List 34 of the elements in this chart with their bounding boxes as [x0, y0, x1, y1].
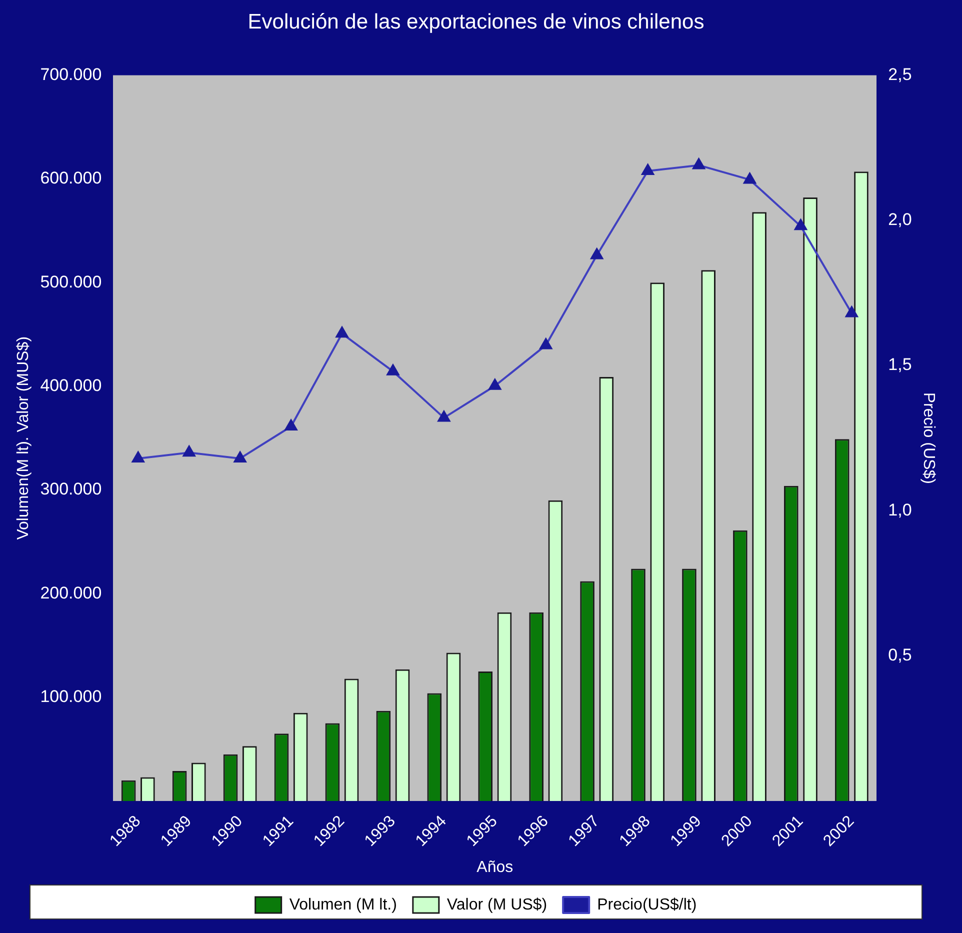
chart-title: Evolución de las exportaciones de vinos chilenos	[248, 10, 704, 34]
legend-label: Valor (M US$)	[446, 896, 548, 914]
legend-label: Volumen (M lt.)	[289, 896, 397, 914]
y2-tick-label: 1,5	[888, 355, 912, 374]
point	[182, 446, 196, 457]
point	[590, 248, 604, 260]
y2-tick-label: 1,0	[888, 500, 912, 520]
point	[845, 306, 858, 318]
y-tick-label: 700.000	[40, 64, 102, 84]
point	[386, 364, 400, 376]
y-tick-label: 300.000	[40, 480, 102, 499]
point	[234, 451, 246, 462]
y2-tick-label: 0,5	[888, 646, 912, 665]
y-tick-label: 500.000	[40, 272, 102, 292]
y-tick-label: 400.000	[40, 376, 102, 395]
point	[692, 158, 705, 170]
y2-axis-title: Precio (US$)	[920, 392, 937, 484]
point	[488, 378, 502, 390]
y2-tick-label: 2,5	[888, 64, 912, 84]
point	[794, 219, 807, 230]
x-axis-title: Años	[476, 858, 514, 876]
point	[438, 410, 450, 422]
legend-label: Precio(US$/lt)	[597, 896, 697, 914]
point	[642, 164, 654, 176]
y-tick-label: 100.000	[40, 687, 102, 706]
point	[744, 172, 756, 184]
y-axis-title: Volumen(M lt). Valor (MUS$)	[15, 336, 32, 540]
y-tick-label: 200.000	[40, 583, 102, 602]
point	[132, 451, 144, 462]
point	[336, 326, 348, 338]
y2-tick-label: 2,0	[888, 210, 912, 230]
y-tick-label: 600.000	[40, 168, 102, 188]
point	[540, 338, 552, 350]
point	[284, 420, 298, 431]
